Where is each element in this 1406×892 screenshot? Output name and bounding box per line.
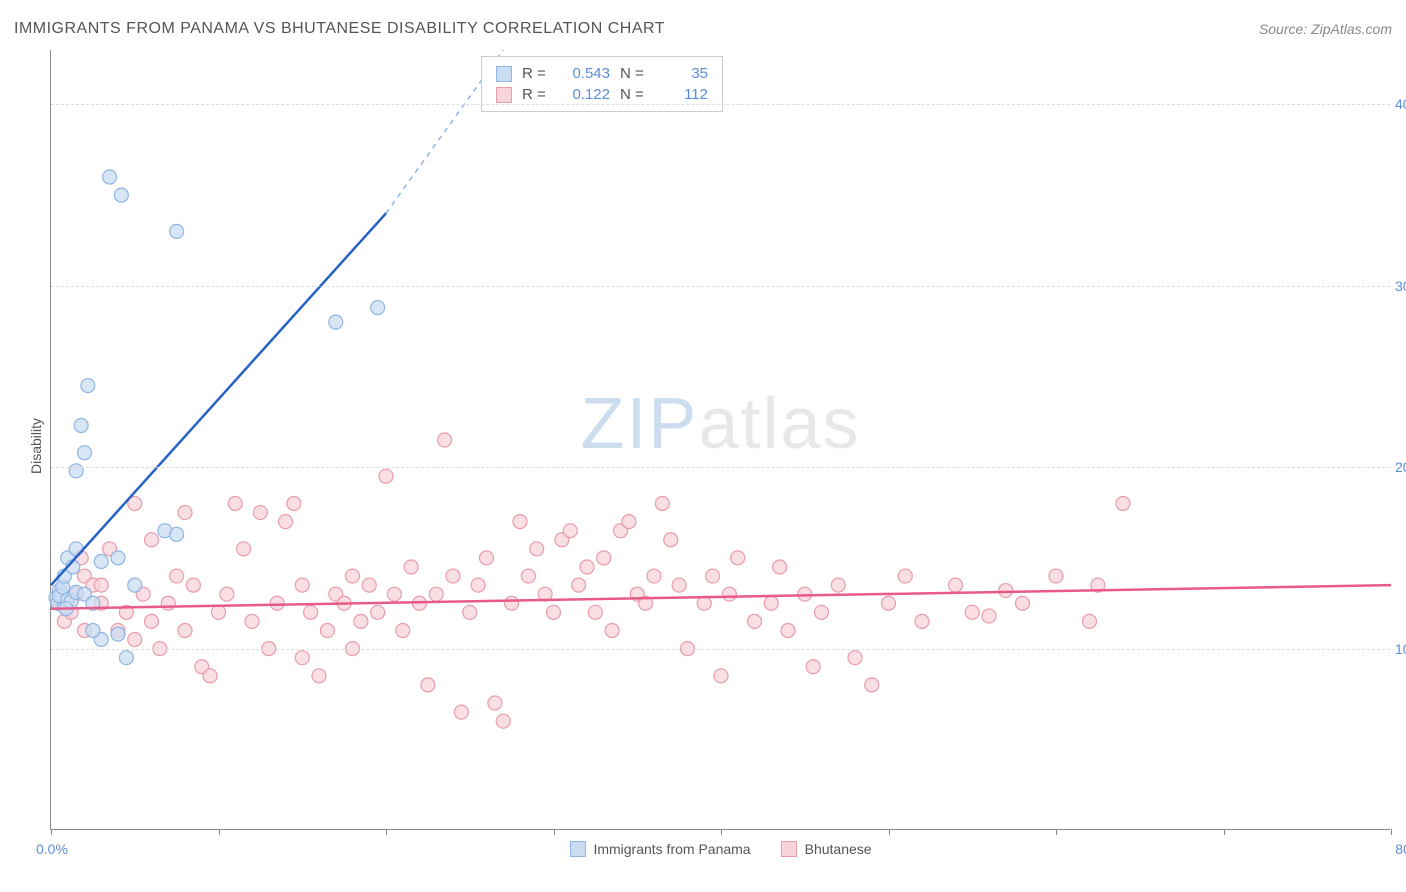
y-tick-label: 40.0% [1395,96,1406,112]
gridline-h [51,104,1390,105]
x-tick [1224,829,1225,835]
gridline-h [51,649,1390,650]
x-axis-max-label: 80.0% [1395,841,1406,857]
x-tick [721,829,722,835]
x-tick [386,829,387,835]
x-tick [889,829,890,835]
source-attribution: Source: ZipAtlas.com [1259,21,1392,37]
bottom-legend: Immigrants from Panama Bhutanese [569,841,871,857]
swatch-series1-bottom [569,841,585,857]
stats-row-series1: R = 0.543 N = 35 [496,63,708,84]
swatch-series2-bottom [781,841,797,857]
x-tick [219,829,220,835]
legend-item-series2: Bhutanese [781,841,872,857]
gridline-h [51,286,1390,287]
x-tick [51,829,52,835]
x-tick [554,829,555,835]
gridline-h [51,467,1390,468]
y-axis-label: Disability [28,418,44,474]
y-tick-label: 20.0% [1395,459,1406,475]
stats-row-series2: R = 0.122 N = 112 [496,84,708,105]
x-tick [1056,829,1057,835]
x-tick [1391,829,1392,835]
chart-title: IMMIGRANTS FROM PANAMA VS BHUTANESE DISA… [14,20,665,38]
chart-svg [51,50,1390,829]
y-tick-label: 30.0% [1395,278,1406,294]
x-axis-min-label: 0.0% [36,841,68,857]
legend-item-series1: Immigrants from Panama [569,841,750,857]
swatch-series1 [496,66,512,82]
swatch-series2 [496,87,512,103]
y-tick-label: 10.0% [1395,641,1406,657]
plot-area: ZIPatlas R = 0.543 N = 35 R = 0.122 N = … [50,50,1390,830]
